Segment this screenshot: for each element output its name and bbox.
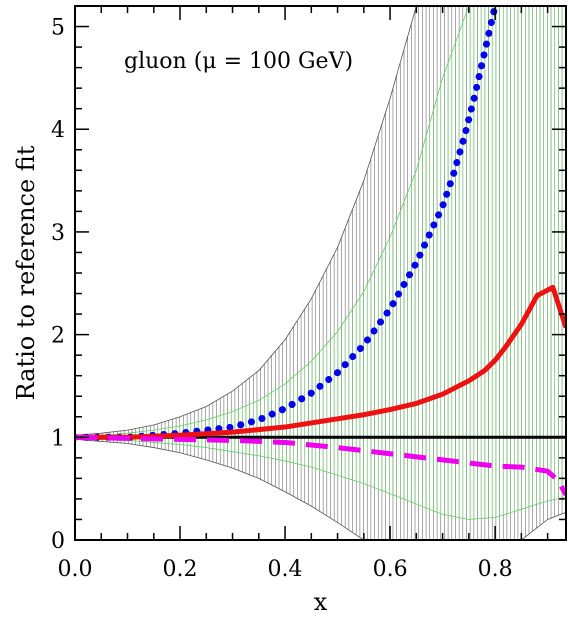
x-tick-label: 0.0: [58, 557, 93, 582]
y-tick-label: 0: [51, 529, 65, 554]
band-1-upper-edge: [75, 6, 566, 437]
x-tick-label: 0.8: [478, 557, 513, 582]
series-line-1: [75, 6, 499, 441]
band-1-lower-edge: [75, 437, 566, 520]
x-tick-label: 0.6: [373, 557, 408, 582]
y-tick-label: 2: [51, 324, 65, 349]
y-tick-label: 3: [51, 221, 65, 246]
series-line-2: [75, 284, 566, 440]
tick-labels: 0.0 0.2 0.4 0.6 0.8 0 1 2 3 4 5: [51, 16, 513, 582]
plot-annotation: gluon (μ = 100 GeV): [124, 49, 353, 74]
uncertainty-bands: [75, 6, 566, 540]
axis-ticks: [74, 5, 566, 541]
y-axis-title: Ratio to reference fit: [12, 145, 40, 400]
x-tick-label: 0.2: [163, 557, 198, 582]
data-series: [75, 6, 566, 497]
y-tick-label: 5: [51, 16, 65, 41]
x-axis-title: x: [314, 588, 328, 616]
y-tick-label: 4: [51, 118, 65, 143]
band-0-upper-edge: [75, 6, 566, 436]
band-0-lower-edge: [75, 438, 566, 540]
x-tick-label: 0.4: [268, 557, 303, 582]
band-1: [75, 6, 566, 520]
y-tick-label: 1: [51, 426, 65, 451]
series-line-3: [75, 434, 566, 497]
